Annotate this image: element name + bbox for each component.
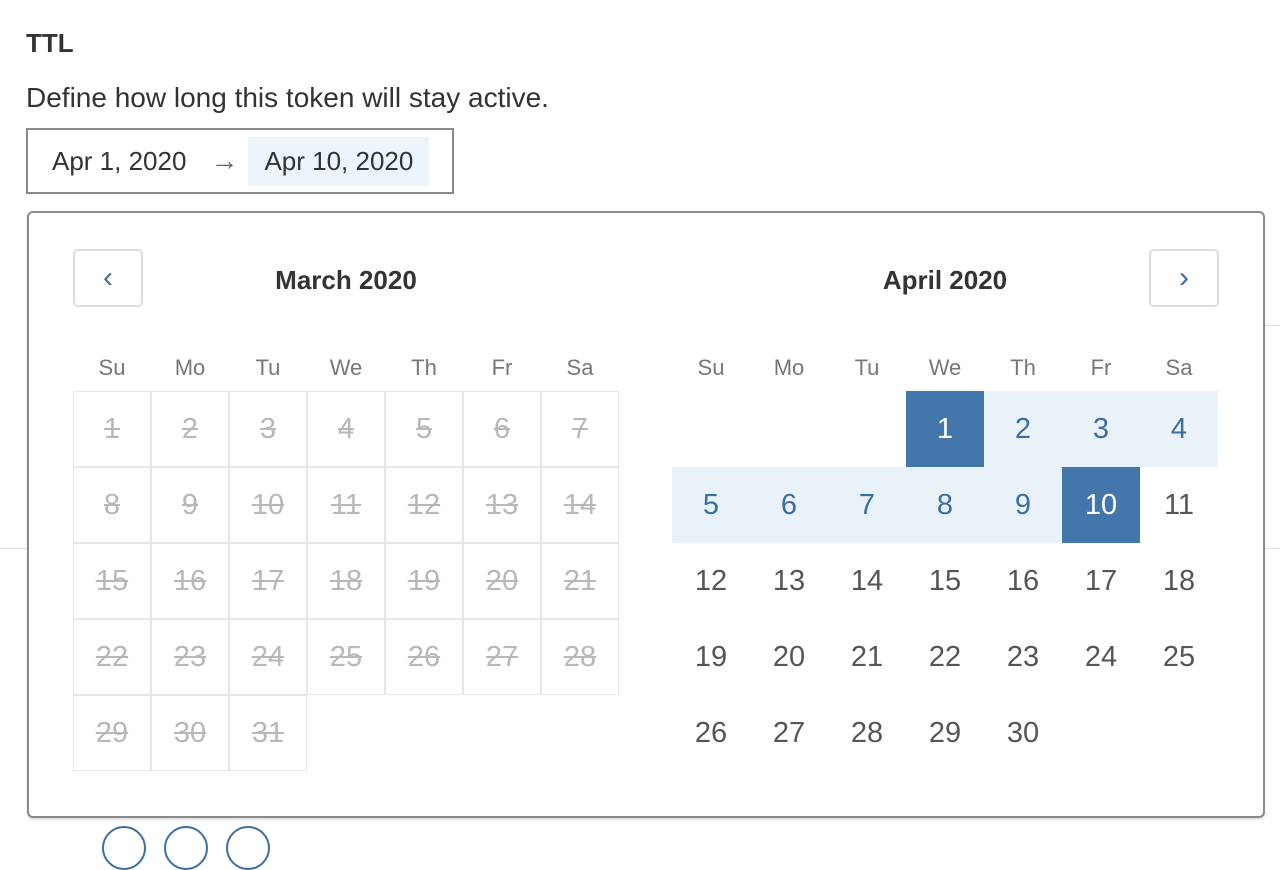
day-cell: 22 bbox=[73, 619, 151, 695]
date-picker-popup: ‹ › March 2020 April 2020 Su Mo Tu We Th Fr Sa… bbox=[27, 211, 1265, 818]
next-month-button[interactable]: › bbox=[1149, 249, 1219, 307]
day-cell[interactable]: 6 bbox=[750, 467, 828, 543]
background-divider bbox=[0, 548, 27, 549]
day-cell[interactable]: 9 bbox=[984, 467, 1062, 543]
weekday-label: Su bbox=[98, 355, 126, 380]
day-cell[interactable]: 15 bbox=[928, 564, 962, 597]
weekday-label: Th bbox=[1010, 355, 1036, 380]
day-cell: 30 bbox=[151, 695, 229, 771]
day-cell[interactable]: 17 bbox=[1084, 564, 1118, 597]
day-cell: 13 bbox=[463, 467, 541, 543]
background-avatar bbox=[164, 826, 208, 870]
day-cell[interactable]: 13 bbox=[772, 564, 806, 597]
weekday-label: Th bbox=[411, 355, 437, 380]
day-cell: 19 bbox=[385, 543, 463, 619]
month-title-april: April 2020 bbox=[882, 265, 1008, 295]
day-cell: 10 bbox=[229, 467, 307, 543]
day-cell: 11 bbox=[307, 467, 385, 543]
weekday-label: Sa bbox=[566, 355, 594, 380]
day-cell: 16 bbox=[151, 543, 229, 619]
prev-month-button[interactable]: ‹ bbox=[73, 249, 143, 307]
date-range-input[interactable]: Apr 1, 2020 → Apr 10, 2020 bbox=[26, 128, 454, 194]
day-cell[interactable]: 22 bbox=[928, 640, 962, 673]
day-cell[interactable]: 23 bbox=[1006, 640, 1040, 673]
background-avatar bbox=[226, 826, 270, 870]
day-cell: 26 bbox=[385, 619, 463, 695]
section-description: Define how long this token will stay act… bbox=[26, 82, 549, 113]
weekday-label: We bbox=[928, 355, 962, 380]
day-cell: 29 bbox=[73, 695, 151, 771]
day-cell[interactable]: 19 bbox=[694, 640, 728, 673]
day-cell[interactable]: 29 bbox=[928, 716, 962, 749]
background-avatar bbox=[102, 826, 146, 870]
day-cell: 8 bbox=[73, 467, 151, 543]
day-cell[interactable]: 10 bbox=[1062, 467, 1140, 543]
weekday-label: We bbox=[329, 355, 363, 380]
background-divider bbox=[1265, 325, 1280, 326]
day-cell[interactable]: 12 bbox=[694, 564, 728, 597]
day-cell: 20 bbox=[463, 543, 541, 619]
day-cell: 6 bbox=[463, 391, 541, 467]
day-cell: 2 bbox=[151, 391, 229, 467]
day-cell[interactable]: 7 bbox=[828, 467, 906, 543]
day-cell[interactable]: 26 bbox=[694, 716, 728, 749]
day-cell: 17 bbox=[229, 543, 307, 619]
day-cell: 18 bbox=[307, 543, 385, 619]
day-cell: 27 bbox=[463, 619, 541, 695]
day-cell[interactable]: 27 bbox=[772, 716, 806, 749]
day-cell: 21 bbox=[541, 543, 619, 619]
day-cell[interactable]: 14 bbox=[850, 564, 884, 597]
day-cell[interactable]: 28 bbox=[850, 716, 884, 749]
day-cell[interactable]: 8 bbox=[906, 467, 984, 543]
day-cell: 14 bbox=[541, 467, 619, 543]
day-cell: 1 bbox=[73, 391, 151, 467]
day-cell: 9 bbox=[151, 467, 229, 543]
weekday-label: Sa bbox=[1165, 355, 1193, 380]
start-date[interactable]: Apr 1, 2020 bbox=[52, 145, 187, 176]
day-cell[interactable]: 2 bbox=[984, 391, 1062, 467]
day-cell[interactable]: 20 bbox=[772, 640, 806, 673]
weekday-label: Tu bbox=[854, 355, 880, 380]
weekday-label: Mo bbox=[174, 355, 206, 380]
day-cell[interactable]: 24 bbox=[1084, 640, 1118, 673]
chevron-left-icon: ‹ bbox=[103, 261, 113, 294]
end-date[interactable]: Apr 10, 2020 bbox=[248, 136, 430, 186]
day-cell[interactable]: 3 bbox=[1062, 391, 1140, 467]
day-cell[interactable]: 18 bbox=[1162, 564, 1196, 597]
month-title-march: March 2020 bbox=[275, 265, 417, 295]
chevron-right-icon: › bbox=[1179, 261, 1189, 294]
day-cell[interactable]: 16 bbox=[1006, 564, 1040, 597]
weekday-label: Fr bbox=[491, 355, 513, 380]
background-divider bbox=[1265, 548, 1280, 549]
day-cell: 4 bbox=[307, 391, 385, 467]
day-cell[interactable]: 4 bbox=[1140, 391, 1218, 467]
day-cell[interactable]: 11 bbox=[1163, 488, 1195, 521]
day-cell[interactable]: 21 bbox=[850, 640, 884, 673]
day-cell: 24 bbox=[229, 619, 307, 695]
day-cell: 28 bbox=[541, 619, 619, 695]
day-cell[interactable]: 1 bbox=[906, 391, 984, 467]
day-cell: 23 bbox=[151, 619, 229, 695]
weekday-label: Fr bbox=[1090, 355, 1112, 380]
day-cell: 15 bbox=[73, 543, 151, 619]
day-cell: 25 bbox=[307, 619, 385, 695]
day-cell[interactable]: 5 bbox=[672, 467, 750, 543]
weekday-label: Mo bbox=[773, 355, 805, 380]
section-title: TTL bbox=[26, 28, 74, 58]
day-cell: 3 bbox=[229, 391, 307, 467]
day-cell[interactable]: 30 bbox=[1006, 716, 1040, 749]
day-cell: 12 bbox=[385, 467, 463, 543]
weekday-label: Tu bbox=[255, 355, 281, 380]
day-cell[interactable]: 25 bbox=[1162, 640, 1196, 673]
arrow-right-icon: → bbox=[210, 145, 239, 176]
day-cell: 31 bbox=[229, 695, 307, 771]
day-cell: 7 bbox=[541, 391, 619, 467]
day-cell: 5 bbox=[385, 391, 463, 467]
weekday-label: Su bbox=[697, 355, 725, 380]
